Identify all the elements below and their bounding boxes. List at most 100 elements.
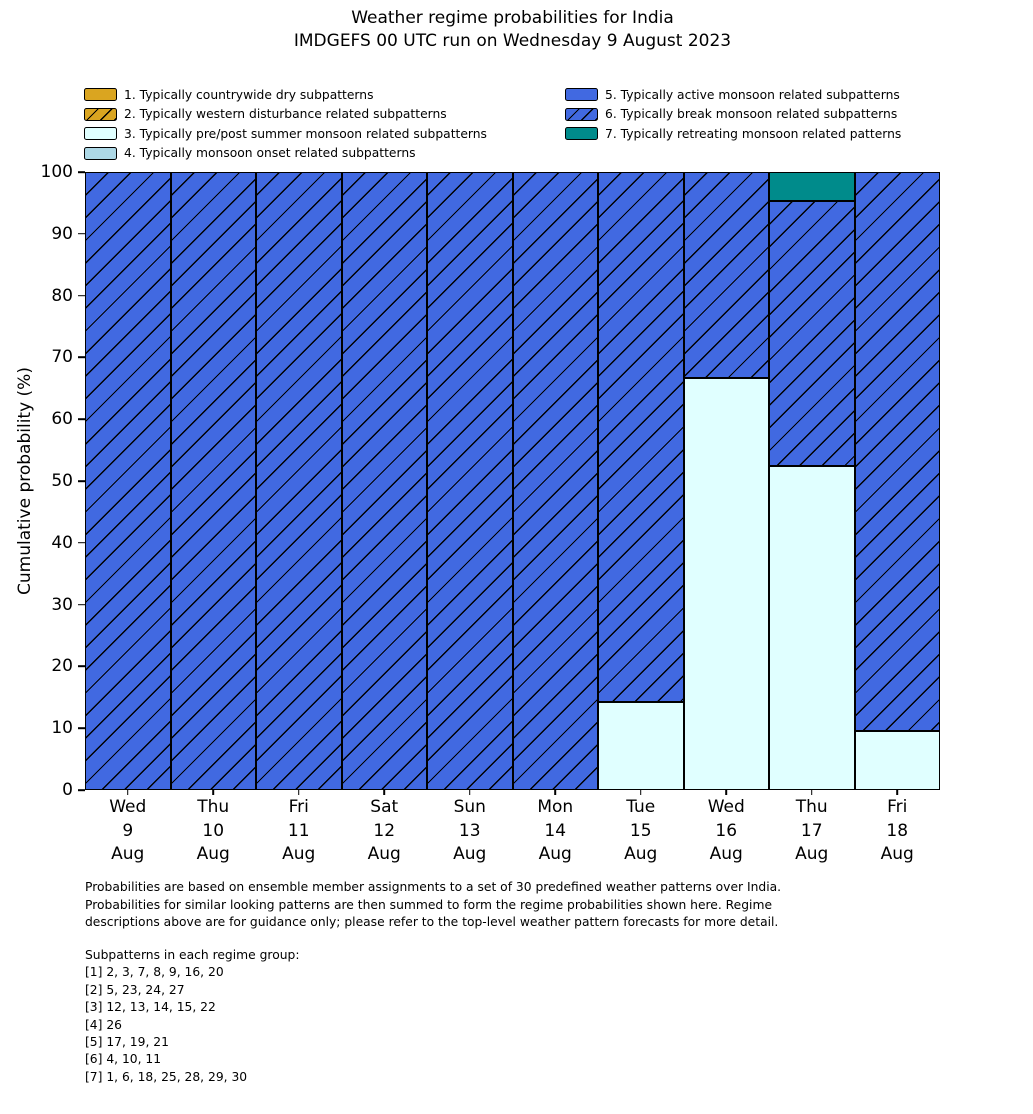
x-tick-date: 11 <box>287 820 310 841</box>
footnote-line-2: Probabilities for similar looking patter… <box>85 897 773 912</box>
x-tick-label-wed-16: Wed 16 Aug <box>708 796 745 867</box>
x-tick-month: Aug <box>282 844 316 864</box>
legend-swatch-regime-6 <box>565 107 598 121</box>
y-tick-mark-20 <box>78 665 85 668</box>
x-tick-date: 9 <box>122 820 134 841</box>
x-tick-label-thu-17: Thu 17 Aug <box>795 796 828 867</box>
y-tick-label-100: 100 <box>40 162 73 182</box>
x-tick-day: Thu <box>197 797 230 817</box>
x-tick-day: Wed <box>707 797 745 817</box>
y-tick-mark-50 <box>78 480 85 482</box>
x-tick-month: Aug <box>367 844 401 864</box>
x-tick-day: Thu <box>795 797 828 817</box>
y-tick-label-80: 80 <box>51 285 73 306</box>
x-tick-label-sat-12: Sat 12 Aug <box>368 796 401 867</box>
x-tick-date: 17 <box>800 820 823 841</box>
bar-segment-regime-6-Fri11 <box>256 172 342 790</box>
x-tick-date: 12 <box>373 820 396 841</box>
legend-label-regime-7: 7. Typically retreating monsoon related … <box>605 126 902 141</box>
x-tick-mark-11 <box>297 790 300 795</box>
y-tick-label-20: 20 <box>51 656 73 677</box>
y-tick-mark-80 <box>78 294 85 297</box>
x-tick-label-thu-10: Thu 10 Aug <box>197 796 230 867</box>
bar-segment-regime-6-Sun13 <box>427 172 513 790</box>
bar-segment-regime-7-Thu17 <box>769 172 855 202</box>
legend-swatch-regime-4 <box>84 146 117 160</box>
legend-swatch-regime-2 <box>84 107 117 121</box>
subpatterns-header: Subpatterns in each regime group: <box>85 948 300 962</box>
bar-segment-regime-3-Fri18 <box>854 731 940 790</box>
legend-item-regime-3: 3. Typically pre/post summer monsoon rel… <box>84 124 487 144</box>
x-tick-month: Aug <box>111 844 145 864</box>
legend-column-right: 5. Typically active monsoon related subp… <box>565 85 901 144</box>
bar-segment-regime-6-Sat12 <box>341 172 427 790</box>
x-tick-date: 18 <box>886 820 909 841</box>
legend-item-regime-2: 2. Typically western disturbance related… <box>84 105 487 125</box>
y-tick-label-50: 50 <box>51 471 73 491</box>
y-tick-mark-0 <box>78 789 85 791</box>
x-tick-month: Aug <box>795 844 829 864</box>
y-tick-label-0: 0 <box>62 780 73 800</box>
subpatterns-group-2: [2] 5, 23, 24, 27 <box>85 982 185 997</box>
x-axis: Wed 9 Aug Thu 10 Aug Fri 11 Aug Sat 12 Aug Sun 13 Aug M… <box>85 790 940 870</box>
y-tick-label-10: 10 <box>51 718 73 739</box>
legend-swatch-regime-3 <box>84 127 117 141</box>
y-tick-mark-100 <box>78 171 85 173</box>
y-tick-mark-70 <box>78 356 85 359</box>
x-tick-mark-16 <box>725 790 728 795</box>
legend: 1. Typically countrywide dry subpatterns… <box>84 85 954 165</box>
x-tick-date: 14 <box>544 820 567 841</box>
subpatterns-group-5: [5] 17, 19, 21 <box>85 1035 169 1050</box>
bar-segment-regime-6-Tue15 <box>598 172 684 702</box>
x-tick-day: Fri <box>887 797 908 817</box>
subpatterns-group-6: [6] 4, 10, 11 <box>85 1052 162 1067</box>
legend-swatch-regime-5 <box>565 88 598 102</box>
x-tick-label-mon-14: Mon 14 Aug <box>537 796 573 867</box>
x-tick-label-fri-11: Fri 11 Aug <box>282 796 315 867</box>
y-tick-label-60: 60 <box>51 409 73 430</box>
x-tick-mark-17 <box>810 790 813 795</box>
y-tick-mark-30 <box>78 603 85 606</box>
legend-swatch-regime-7 <box>565 127 598 141</box>
legend-item-regime-1: 1. Typically countrywide dry subpatterns <box>84 85 487 105</box>
y-axis: 0 10 20 30 40 50 60 70 80 90 100 <box>0 162 85 800</box>
x-tick-month: Aug <box>880 844 914 864</box>
x-tick-day: Sun <box>453 797 486 817</box>
legend-label-regime-6: 6. Typically break monsoon related subpa… <box>605 107 898 122</box>
bar-segment-regime-6-Thu17 <box>769 201 855 467</box>
legend-label-regime-5: 5. Typically active monsoon related subp… <box>605 87 900 102</box>
x-tick-date: 15 <box>629 820 652 841</box>
x-tick-label-tue-15: Tue 15 Aug <box>624 796 657 867</box>
bar-segment-regime-6-Fri18 <box>854 172 940 732</box>
bar-segment-regime-6-Wed16 <box>683 172 769 378</box>
x-tick-month: Aug <box>453 844 487 864</box>
chart-subtitle: IMDGEFS 00 UTC run on Wednesday 9 August… <box>293 31 732 51</box>
y-tick-label-90: 90 <box>51 223 73 244</box>
legend-label-regime-3: 3. Typically pre/post summer monsoon rel… <box>124 126 487 141</box>
x-tick-mark-14 <box>554 790 557 795</box>
footnote-paragraph: Probabilities are based on ensemble memb… <box>85 879 781 932</box>
x-tick-mark-15 <box>639 790 642 795</box>
x-tick-month: Aug <box>538 844 572 864</box>
legend-item-regime-7: 7. Typically retreating monsoon related … <box>565 124 901 144</box>
x-tick-mark-10 <box>212 790 215 795</box>
x-tick-month: Aug <box>709 844 743 864</box>
footnote-line-3: descriptions above are for guidance only… <box>85 915 779 930</box>
x-tick-month: Aug <box>196 844 230 864</box>
x-tick-day: Fri <box>288 797 309 817</box>
x-tick-day: Wed <box>109 797 147 817</box>
footnote-line-1: Probabilities are based on ensemble memb… <box>85 880 782 894</box>
legend-label-regime-2: 2. Typically western disturbance related… <box>124 107 447 122</box>
legend-item-regime-5: 5. Typically active monsoon related subp… <box>565 85 901 105</box>
legend-label-regime-1: 1. Typically countrywide dry subpatterns <box>124 87 374 102</box>
legend-item-regime-4: 4. Typically monsoon onset related subpa… <box>84 144 487 164</box>
bar-segment-regime-6-Thu10 <box>170 172 256 790</box>
legend-label-regime-4: 4. Typically monsoon onset related subpa… <box>124 146 416 161</box>
subpatterns-list: Subpatterns in each regime group: [1] 2,… <box>85 947 299 1086</box>
x-tick-date: 16 <box>715 820 738 841</box>
x-tick-month: Aug <box>624 844 658 864</box>
bar-segment-regime-3-Wed16 <box>683 377 769 790</box>
x-tick-label-wed-9: Wed 9 Aug <box>109 796 146 867</box>
y-tick-mark-90 <box>78 233 85 235</box>
